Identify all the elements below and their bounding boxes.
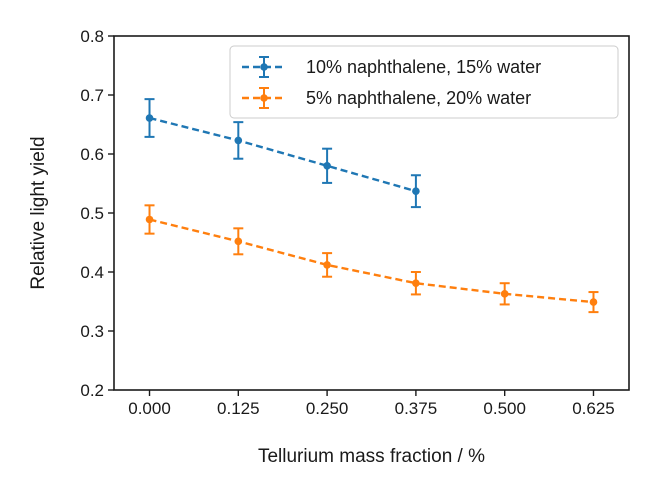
y-tick-label: 0.4 [80, 263, 104, 282]
x-tick-label: 0.375 [395, 399, 438, 418]
legend-entry-2: 5% naphthalene, 20% water [242, 87, 531, 109]
y-tick-label: 0.5 [80, 204, 104, 223]
data-point [323, 261, 331, 269]
plot-area [144, 98, 599, 314]
x-axis-label: Tellurium mass fraction / % [258, 446, 485, 467]
y-axis: 0.2 0.3 0.4 0.5 0.6 0.7 0.8 [80, 27, 114, 400]
data-point [234, 136, 243, 145]
series-line [149, 218, 594, 304]
legend-label: 5% naphthalene, 20% water [306, 88, 531, 108]
data-point [145, 114, 154, 122]
data-point [589, 298, 598, 306]
x-tick-label: 0.125 [217, 399, 260, 418]
data-point [145, 215, 154, 224]
y-tick-label: 0.7 [80, 86, 104, 105]
legend-marker [260, 94, 268, 102]
data-point [234, 237, 243, 246]
x-tick-label: 0.625 [572, 399, 615, 418]
series-1 [144, 98, 421, 209]
legend-label: 10% naphthalene, 15% water [306, 57, 541, 77]
series-line [149, 116, 417, 193]
legend-marker [260, 63, 268, 71]
data-point [323, 162, 331, 170]
x-axis: 0.000 0.125 0.250 0.375 0.500 0.625 [128, 390, 615, 418]
data-point [500, 290, 509, 298]
y-tick-label: 0.8 [80, 27, 104, 46]
x-tick-label: 0.500 [483, 399, 526, 418]
data-point [412, 279, 420, 288]
data-point [412, 187, 420, 195]
legend: 10% naphthalene, 15% water 5% naphthalene… [229, 45, 619, 119]
y-tick-label: 0.6 [80, 145, 104, 164]
legend-box [229, 45, 619, 119]
series-2 [144, 204, 599, 314]
y-tick-label: 0.3 [80, 322, 104, 341]
y-tick-label: 0.2 [80, 381, 104, 400]
legend-entry-1: 10% naphthalene, 15% water [242, 56, 541, 78]
x-tick-label: 0.250 [306, 399, 349, 418]
y-axis-label: Relative light yield [28, 136, 49, 289]
x-tick-label: 0.000 [128, 399, 171, 418]
